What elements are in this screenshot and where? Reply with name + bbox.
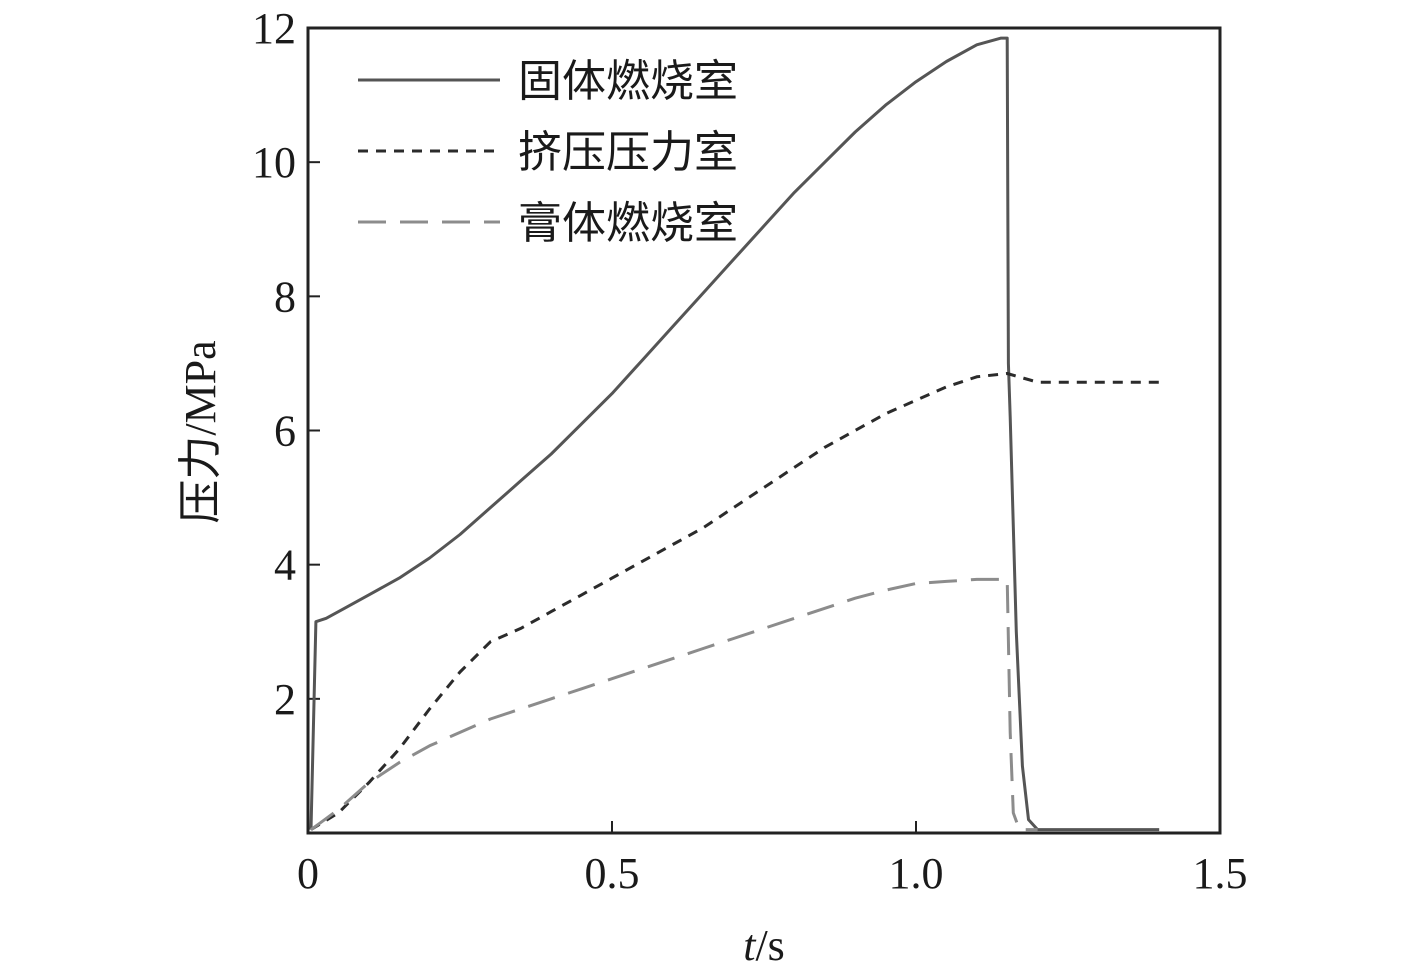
x-axis-label-unit: /s <box>755 921 784 970</box>
legend-label-3: 膏体燃烧室 <box>518 198 738 249</box>
x-axis-label-italic: t <box>743 921 757 970</box>
x-tick-label: 1.5 <box>1193 849 1248 898</box>
axis-ticks: 0 0.5 1.0 1.5 2 4 6 8 10 12 <box>252 4 1248 898</box>
y-tick-label: 10 <box>252 138 296 187</box>
y-tick-label: 6 <box>274 407 296 456</box>
x-axis-label: t/s <box>743 921 785 970</box>
legend-label-1: 固体燃烧室 <box>518 56 738 107</box>
series-line-3 <box>310 577 1038 832</box>
y-tick-label: 8 <box>274 272 296 321</box>
y-tick-label: 12 <box>252 4 296 53</box>
series-layer <box>309 36 1160 832</box>
y-axis-label: 压力/MPa <box>176 340 225 523</box>
x-tick-label: 0.5 <box>585 849 640 898</box>
y-tick-label: 2 <box>274 675 296 724</box>
series-line-2 <box>310 372 1160 831</box>
x-tick-label: 0 <box>297 849 319 898</box>
plot-frame <box>306 26 1222 835</box>
legend-label-2: 挤压压力室 <box>518 127 738 178</box>
series-line-1 <box>309 36 1160 832</box>
x-tick-label: 1.0 <box>889 849 944 898</box>
y-tick-label: 4 <box>274 541 296 590</box>
